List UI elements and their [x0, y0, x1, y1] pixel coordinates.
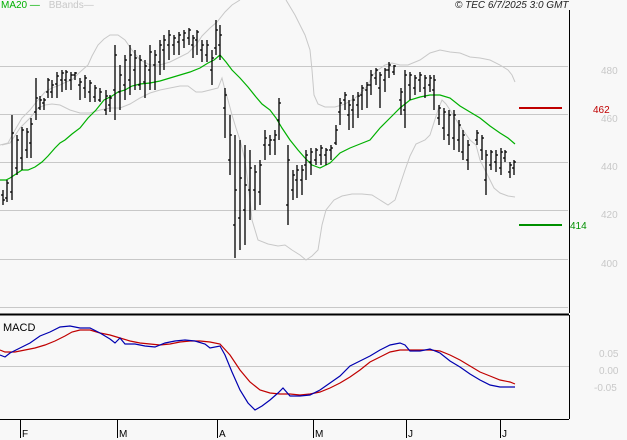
macd-tick-005: 0.05	[599, 349, 619, 360]
ma20-line	[0, 54, 516, 181]
legend-ma20-label: MA20	[1, 0, 28, 11]
price-gridlines	[0, 66, 568, 308]
x-label-jun: J	[408, 429, 413, 440]
x-label-feb: F	[22, 429, 28, 440]
price-tick-420: 420	[601, 210, 618, 221]
legend-ma20: MA20 —	[1, 0, 40, 11]
price-tick-440: 440	[601, 162, 618, 173]
chart-legend: MA20 — BBands—	[1, 0, 94, 12]
resistance-label: 462	[593, 105, 610, 116]
copyright-timestamp: © TEC 6/7/2025 3:0 GMT	[455, 0, 569, 11]
price-tick-400: 400	[601, 259, 618, 270]
x-label-may: M	[315, 429, 323, 440]
support-label: 414	[570, 221, 587, 232]
bband-lower	[1, 76, 516, 261]
x-label-mar: M	[119, 429, 127, 440]
legend-bbands-label: BBands	[48, 0, 84, 11]
price-tick-460: 460	[601, 114, 618, 125]
legend-bbands: BBands—	[49, 0, 94, 11]
macd-tick-000: 0.00	[599, 366, 619, 377]
legend-bbands-swatch: —	[83, 0, 94, 11]
price-bars	[1, 20, 516, 258]
macd-panel: MACD 0.05 0.00 -0.05	[0, 315, 619, 420]
x-label-jul: J	[502, 429, 507, 440]
legend-ma20-swatch: —	[29, 0, 40, 11]
macd-signal-line	[0, 329, 516, 396]
macd-tick-neg005: -0.05	[594, 383, 617, 394]
x-label-apr: A	[219, 429, 226, 440]
price-tick-480: 480	[601, 66, 618, 77]
macd-line	[0, 325, 515, 411]
bband-upper-2	[285, 0, 516, 108]
macd-title: MACD	[3, 322, 35, 334]
x-axis	[20, 420, 501, 438]
